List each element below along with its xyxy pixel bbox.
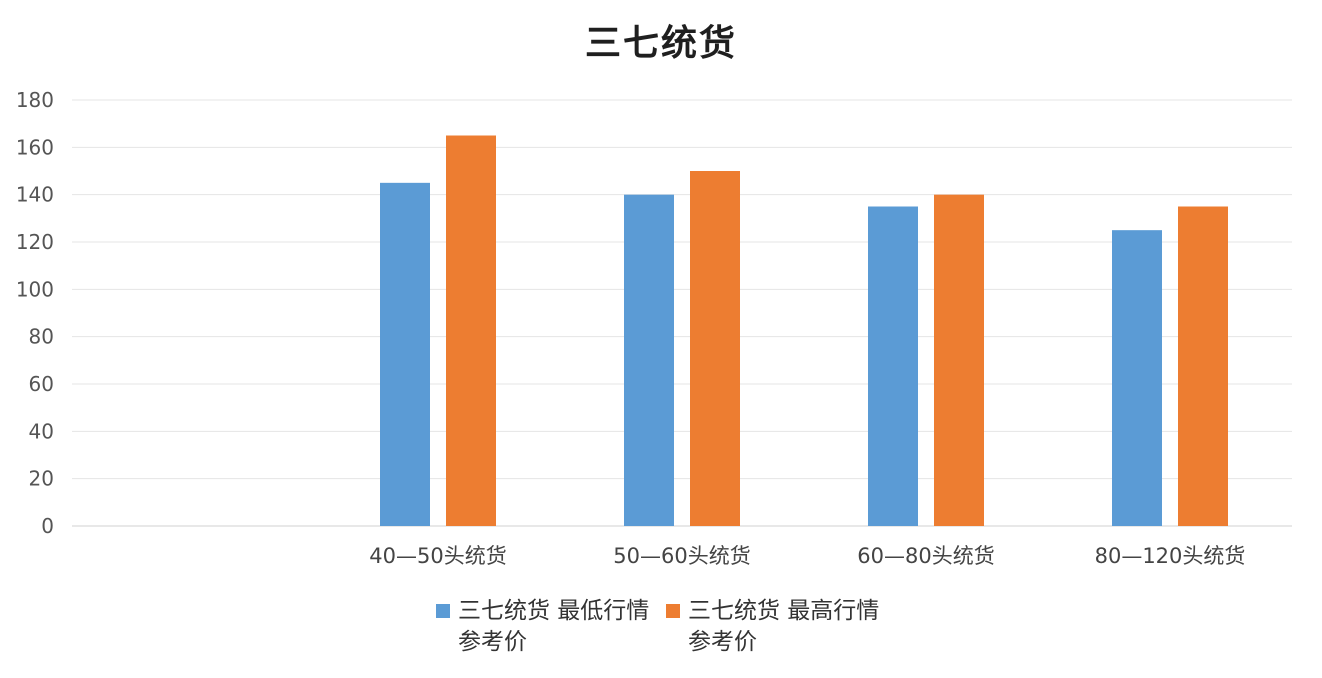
bar-min-price (868, 206, 918, 526)
legend-label-max-price: 三七统货 最高行情 参考价 (688, 598, 880, 655)
legend-item-min-price: 三七统货 最低行情 参考价 (436, 596, 658, 658)
y-tick-label: 180 (16, 88, 54, 112)
bar-max-price (934, 194, 984, 526)
y-tick-label: 120 (16, 230, 54, 254)
bar-min-price (380, 182, 430, 527)
legend-swatch-min-price (436, 604, 450, 618)
bar-max-price (690, 171, 740, 526)
legend-label-min-price: 三七统货 最低行情 参考价 (458, 598, 650, 655)
x-tick-label: 50—60头统货 (613, 544, 750, 568)
x-tick-label: 80—120头统货 (1095, 544, 1246, 568)
y-tick-label: 140 (16, 183, 54, 207)
y-tick-label: 40 (29, 419, 54, 443)
y-tick-label: 160 (16, 135, 54, 159)
y-tick-label: 60 (29, 372, 54, 396)
bar-min-price (1112, 230, 1162, 526)
legend-swatch-max-price (666, 604, 680, 618)
x-tick-label: 60—80头统货 (857, 544, 994, 568)
legend-item-max-price: 三七统货 最高行情 参考价 (666, 596, 888, 658)
x-tick-label: 40—50头统货 (369, 544, 506, 568)
chart-title: 三七统货 (584, 23, 737, 64)
bar-min-price (624, 194, 674, 526)
y-tick-label: 100 (16, 277, 54, 301)
y-tick-label: 80 (29, 325, 54, 349)
y-tick-label: 20 (29, 467, 54, 491)
bar-max-price (1178, 206, 1228, 526)
y-tick-label: 0 (41, 514, 54, 538)
legend: 三七统货 最低行情 参考价 三七统货 最高行情 参考价 (436, 596, 888, 658)
bar-max-price (446, 135, 496, 526)
